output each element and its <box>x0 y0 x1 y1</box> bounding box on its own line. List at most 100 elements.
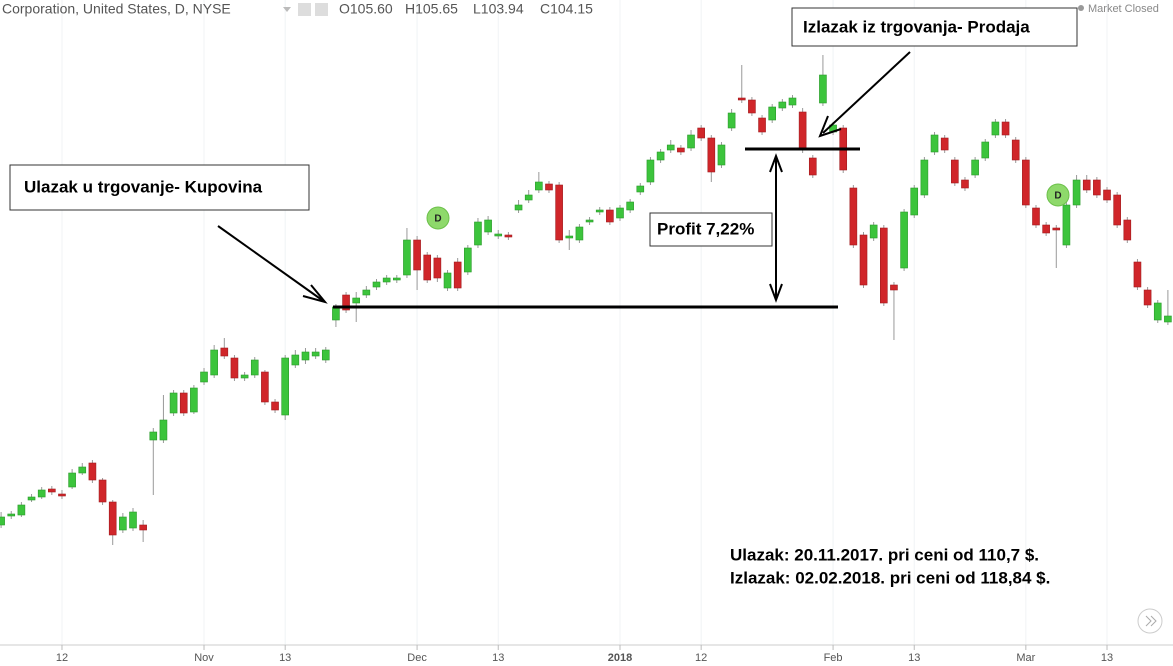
x-tick-label: 13 <box>492 652 504 664</box>
x-tick-label: 12 <box>56 652 68 664</box>
exit-arrow-head <box>818 115 842 138</box>
candle-body <box>565 235 574 239</box>
candle-body <box>291 354 300 366</box>
x-tick-label: 12 <box>695 652 707 664</box>
candle-body <box>585 219 594 223</box>
candle-body <box>1042 224 1050 234</box>
candle-body <box>271 401 279 411</box>
candle-body <box>0 516 5 526</box>
close-label: C104.15 <box>540 1 593 17</box>
candle-body <box>910 187 919 216</box>
candle-body <box>869 224 878 239</box>
x-tick-label: Mar <box>1016 652 1035 664</box>
entry-annotation: Ulazak u trgovanje- Kupovina <box>24 177 263 196</box>
x-tick-label: 13 <box>279 652 291 664</box>
candle-body <box>382 277 391 283</box>
candle-body <box>626 201 634 211</box>
candle-body <box>352 297 361 304</box>
candle-body <box>991 121 1000 136</box>
candle-body <box>321 349 330 361</box>
candle-body <box>403 239 411 276</box>
candle-body <box>139 524 147 531</box>
candle-body <box>119 516 127 531</box>
candle-body <box>230 357 239 379</box>
dividend-label: D <box>1054 191 1061 202</box>
open-label: O105.60 <box>339 1 393 17</box>
candle-body <box>575 226 584 241</box>
candle-body <box>1113 194 1121 226</box>
candle-body <box>687 134 695 149</box>
candle-body <box>362 289 371 296</box>
dividend-marker[interactable] <box>426 206 450 230</box>
candle-body <box>311 351 320 357</box>
candle-body <box>849 187 858 246</box>
candle-body <box>332 306 340 321</box>
x-tick-label: 2018 <box>608 652 632 664</box>
candle-body <box>453 261 462 289</box>
dividend-marker[interactable] <box>1046 183 1070 207</box>
candle-body <box>555 184 563 241</box>
candle-body <box>798 111 807 151</box>
x-tick-label: 13 <box>908 652 920 664</box>
candle-body <box>900 211 908 269</box>
scroll-icon <box>1145 615 1157 627</box>
candle-body <box>666 144 675 151</box>
candle-body <box>636 185 645 193</box>
profit-box <box>649 212 773 247</box>
exit-note: Izlazak: 02.02.2018. pri ceni od 118,84 … <box>730 568 1050 587</box>
candle-body <box>707 137 716 173</box>
entry-arrow-head <box>302 284 328 304</box>
candle-body <box>656 151 665 161</box>
candle-body <box>159 419 168 441</box>
candle-body <box>1133 261 1142 288</box>
candle-body <box>37 489 46 498</box>
candle-body <box>200 371 208 383</box>
candle-body <box>677 147 685 153</box>
high-label: H105.65 <box>405 1 458 17</box>
candle-body <box>190 387 198 413</box>
candle-body <box>169 392 178 414</box>
icon[interactable] <box>298 3 311 16</box>
x-tick-label: Nov <box>194 652 214 664</box>
candle-body <box>423 254 432 281</box>
candle-body <box>940 137 949 151</box>
candle-body <box>859 234 868 286</box>
candle-body <box>778 101 787 109</box>
candle-body <box>920 159 929 196</box>
candle-body <box>890 284 898 291</box>
candle-body <box>1093 179 1101 196</box>
entry-box <box>9 164 310 211</box>
candle-body <box>727 112 736 129</box>
candle-body <box>819 74 827 104</box>
candle-body <box>179 392 188 414</box>
candle-body <box>220 347 229 357</box>
candle-body <box>758 117 766 133</box>
candle-body <box>961 179 969 189</box>
candle-body <box>524 194 533 201</box>
exit-box <box>791 7 1078 47</box>
candle-body <box>301 351 310 361</box>
candle-body <box>474 221 482 246</box>
candle-body <box>737 97 746 101</box>
dropdown-icon[interactable] <box>283 7 291 12</box>
candle-body <box>1123 219 1132 241</box>
candle-body <box>595 209 604 213</box>
scroll-button[interactable] <box>1137 608 1163 634</box>
candle-body <box>1103 189 1111 201</box>
x-tick-label: Feb <box>824 652 843 664</box>
candle-body <box>1153 302 1162 321</box>
symbol-title: Corporation, United States, D, NYSE <box>2 1 231 17</box>
candle-body <box>616 207 624 219</box>
icon[interactable] <box>315 3 328 16</box>
candle-body <box>494 233 503 237</box>
candle-body <box>717 144 726 166</box>
candle-body <box>1072 179 1081 206</box>
candle-body <box>88 462 97 481</box>
candle-body <box>545 183 553 191</box>
candle-body <box>514 204 523 211</box>
grid <box>61 0 1108 645</box>
entry-arrow <box>217 225 323 301</box>
candle-body <box>413 239 421 271</box>
